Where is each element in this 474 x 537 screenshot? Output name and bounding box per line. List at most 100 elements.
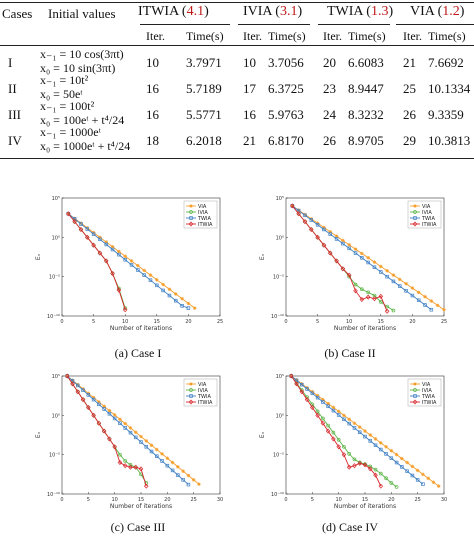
ivia-point (413, 210, 417, 214)
via-point (389, 448, 394, 453)
itwia-point (128, 464, 133, 470)
twia-point (373, 443, 378, 447)
x-tick-label: 5 (311, 497, 314, 503)
cmidrule-itwia (140, 24, 230, 25)
row-initial-value-1: x₋₁ = 10 cos(3πt) (40, 47, 124, 61)
via-point (98, 235, 102, 240)
twia-point (300, 382, 304, 387)
via-point (379, 264, 383, 269)
series-twia (66, 211, 191, 310)
x-tick-label: 5 (92, 319, 95, 325)
ivia-point (321, 416, 325, 421)
twia-point (423, 303, 427, 307)
row-initial-value-1: x₋₁ = 1000eᵗ (40, 125, 101, 139)
via-point (123, 254, 127, 259)
via-point (197, 482, 201, 486)
sub-time: Time(s) (186, 29, 224, 43)
itwia-point (122, 307, 128, 313)
via-point (342, 413, 346, 418)
itwia-point (327, 250, 333, 256)
twia-point (394, 460, 399, 465)
itwia-point (340, 266, 346, 272)
itwia-point (315, 412, 320, 418)
twia-point (405, 469, 409, 473)
legend-entry: IVIA (422, 210, 432, 216)
via-point (426, 476, 430, 481)
y-tick-label: 10⁻⁵ (49, 453, 60, 459)
legend-entry: TWIA (197, 394, 211, 400)
itwia-point (365, 294, 371, 300)
via-point (397, 277, 402, 282)
itwia-point (110, 270, 115, 277)
via-point (360, 251, 364, 256)
itwia-point (116, 287, 122, 293)
twia-point (363, 434, 367, 439)
via-point (336, 409, 341, 414)
via-point (423, 294, 427, 299)
itwia-point (372, 296, 377, 302)
y-axis-label: Eₙ (259, 253, 266, 260)
twia-point (347, 421, 351, 426)
table-cell: 26 (323, 133, 336, 148)
via-point (91, 395, 96, 400)
twia-point (186, 306, 191, 310)
itwia-point (412, 221, 418, 227)
series-line-twia (66, 375, 189, 485)
via-point (413, 204, 417, 208)
twia-point (133, 435, 138, 440)
table-cell: 16 (243, 107, 256, 122)
twia-point (189, 394, 193, 398)
twia-point (366, 260, 370, 265)
sub-time: Time(s) (268, 29, 306, 43)
itwia-point (294, 381, 299, 387)
via-point (321, 397, 325, 402)
twia-point (180, 304, 184, 308)
via-point (322, 225, 326, 230)
table-cell: 29 (403, 133, 416, 148)
twia-point (404, 289, 408, 293)
header-initial-values: Initial values (48, 6, 116, 21)
table-cell: 26 (403, 107, 416, 122)
twia-point (160, 459, 164, 463)
twia-point (400, 465, 404, 469)
x-tick-label: 5 (316, 319, 319, 325)
via-point (404, 281, 408, 286)
legend-entry: IVIA (198, 388, 208, 394)
convergence-chart-case-4: 0 5 10 15 20 25 30 10⁵ 10⁰ 10⁻⁵ 10⁻¹⁰ Number of ite… (259, 373, 447, 510)
method-header-twia: TWIA (1.3) (327, 4, 394, 19)
twia-point (326, 404, 330, 409)
twia-point (142, 273, 146, 277)
via-point (176, 465, 180, 469)
twia-point (379, 270, 383, 274)
twia-point (81, 388, 85, 392)
via-point (149, 443, 154, 448)
sub-time: Time(s) (428, 29, 466, 43)
sub-iter: Iter. (243, 29, 262, 43)
itwia-point (302, 219, 308, 225)
twia-point (357, 430, 362, 434)
table-cell: 6.8170 (268, 133, 304, 148)
twia-point (379, 447, 383, 452)
table-cell: 21 (243, 133, 256, 148)
cmidrule-twia (318, 24, 390, 25)
series-via (289, 374, 441, 488)
method-header-itwia: ITWIA (4.1) (138, 4, 209, 19)
via-point (400, 456, 404, 461)
itwia-point (101, 428, 107, 434)
table-cell: 3.7971 (186, 55, 222, 70)
x-tick-label: 15 (154, 319, 160, 325)
twia-point (165, 463, 170, 468)
twia-point (155, 454, 159, 458)
series-line-twia (292, 205, 432, 311)
via-point (435, 303, 440, 308)
method-header-via: VIA (1.2) (410, 4, 465, 19)
itwia-point (352, 463, 357, 469)
cmidrule-via (396, 24, 474, 25)
ivia-point (123, 459, 128, 463)
via-point (129, 259, 134, 263)
table-cell: 16 (146, 107, 159, 122)
table-cell: 5.5771 (186, 107, 222, 122)
via-point (366, 255, 370, 260)
twia-point (174, 298, 178, 303)
via-point (289, 374, 294, 378)
